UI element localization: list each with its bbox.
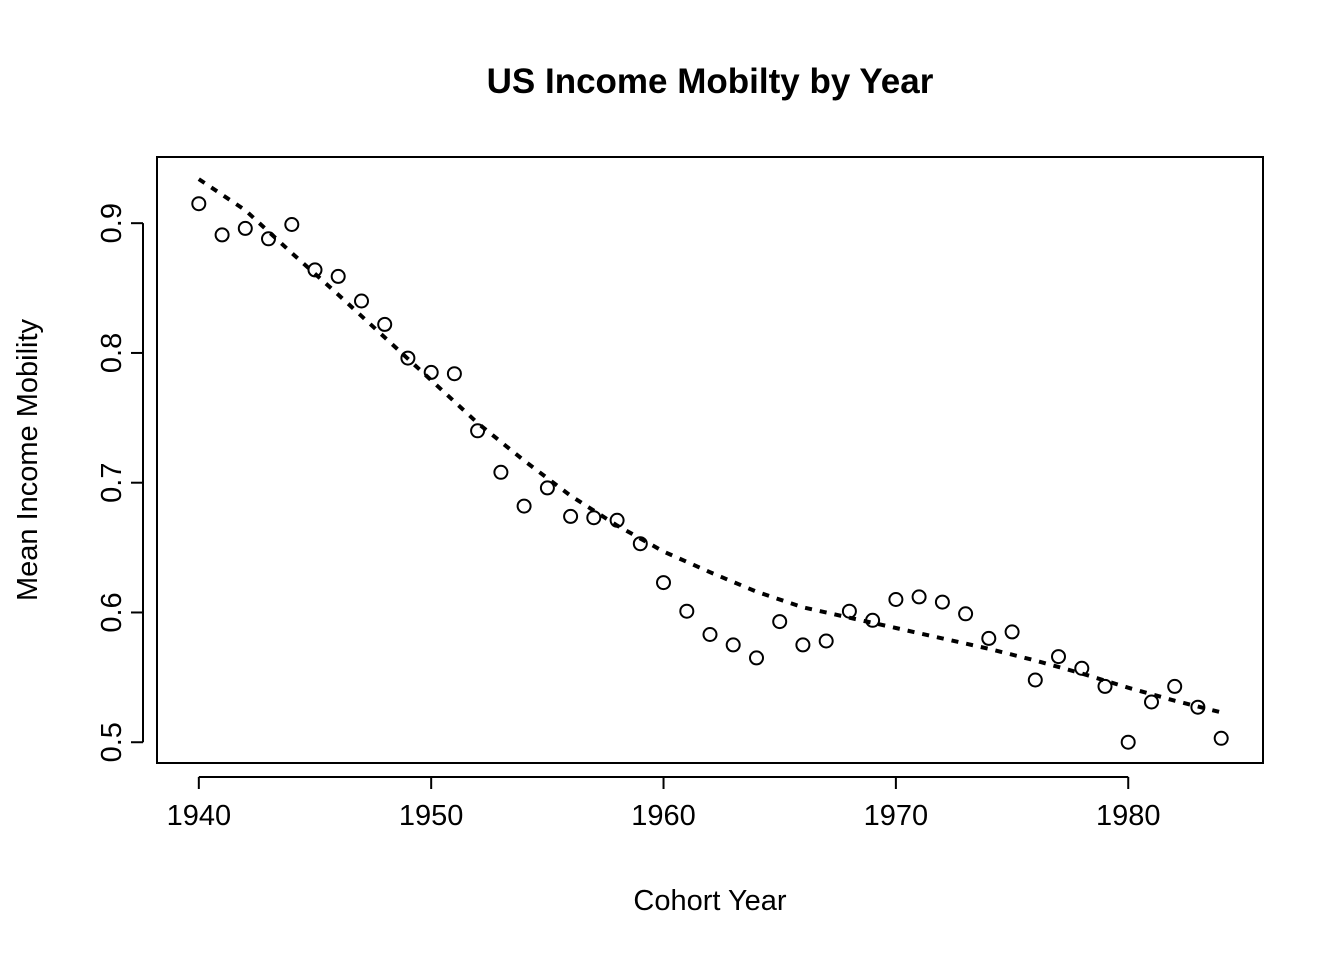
data-point bbox=[702, 627, 718, 642]
data-point bbox=[1074, 660, 1090, 676]
data-point bbox=[958, 606, 974, 622]
data-point bbox=[423, 364, 439, 380]
data-point bbox=[1027, 672, 1043, 688]
data-point bbox=[818, 633, 834, 649]
y-tick-label: 0.6 bbox=[96, 592, 128, 632]
x-tick-label: 1970 bbox=[864, 800, 929, 832]
data-point bbox=[981, 630, 997, 646]
data-point bbox=[446, 366, 462, 382]
data-point bbox=[330, 268, 346, 284]
data-point bbox=[470, 423, 486, 439]
data-point bbox=[284, 217, 300, 232]
data-point bbox=[1120, 734, 1136, 750]
data-point bbox=[261, 231, 276, 247]
data-point bbox=[214, 227, 230, 243]
y-tick-label: 0.7 bbox=[96, 463, 128, 503]
chart-title: US Income Mobilty by Year bbox=[487, 62, 934, 101]
data-point bbox=[725, 637, 741, 653]
x-tick-label: 1980 bbox=[1096, 800, 1161, 832]
data-point bbox=[1190, 699, 1206, 715]
data-point bbox=[795, 637, 811, 653]
y-tick-label: 0.9 bbox=[96, 203, 128, 243]
data-points-layer bbox=[191, 196, 1229, 750]
data-point bbox=[307, 262, 323, 278]
data-point bbox=[1051, 649, 1066, 665]
data-point bbox=[539, 480, 555, 496]
data-point bbox=[911, 589, 927, 605]
data-point bbox=[934, 594, 950, 610]
data-point bbox=[772, 614, 788, 630]
data-point bbox=[609, 512, 625, 528]
x-tick-label: 1960 bbox=[631, 800, 696, 832]
data-point bbox=[841, 603, 857, 619]
trend-line bbox=[197, 177, 1222, 715]
data-point bbox=[679, 603, 695, 619]
data-point bbox=[377, 316, 393, 332]
data-point bbox=[237, 220, 253, 236]
data-point bbox=[632, 536, 648, 552]
data-point bbox=[586, 510, 602, 526]
data-point bbox=[400, 350, 416, 366]
data-point bbox=[1213, 730, 1229, 746]
y-tick-label: 0.5 bbox=[96, 722, 128, 762]
data-point bbox=[888, 592, 904, 607]
data-point bbox=[1167, 678, 1183, 694]
data-point bbox=[191, 196, 207, 212]
x-tick-label: 1940 bbox=[167, 800, 232, 832]
y-axis-label: Mean Income Mobility bbox=[12, 318, 44, 601]
data-point bbox=[354, 293, 369, 309]
trend-line-layer bbox=[197, 177, 1222, 715]
data-point bbox=[516, 498, 532, 514]
data-point bbox=[563, 508, 579, 524]
y-tick-label: 0.8 bbox=[96, 333, 128, 373]
data-point bbox=[493, 464, 509, 480]
data-point bbox=[656, 575, 671, 591]
data-point bbox=[1004, 624, 1020, 640]
x-axis-label: Cohort Year bbox=[633, 885, 787, 917]
data-point bbox=[1144, 694, 1159, 710]
plot-area-frame bbox=[156, 156, 1264, 764]
y-axis: 0.5 0.6 0.7 0.8 0.9 bbox=[96, 203, 144, 762]
x-tick-label: 1950 bbox=[399, 800, 464, 832]
data-point bbox=[749, 650, 764, 666]
data-point bbox=[865, 612, 881, 628]
data-point bbox=[1097, 678, 1113, 694]
x-axis: 1940 1950 1960 1970 1980 bbox=[167, 776, 1161, 832]
